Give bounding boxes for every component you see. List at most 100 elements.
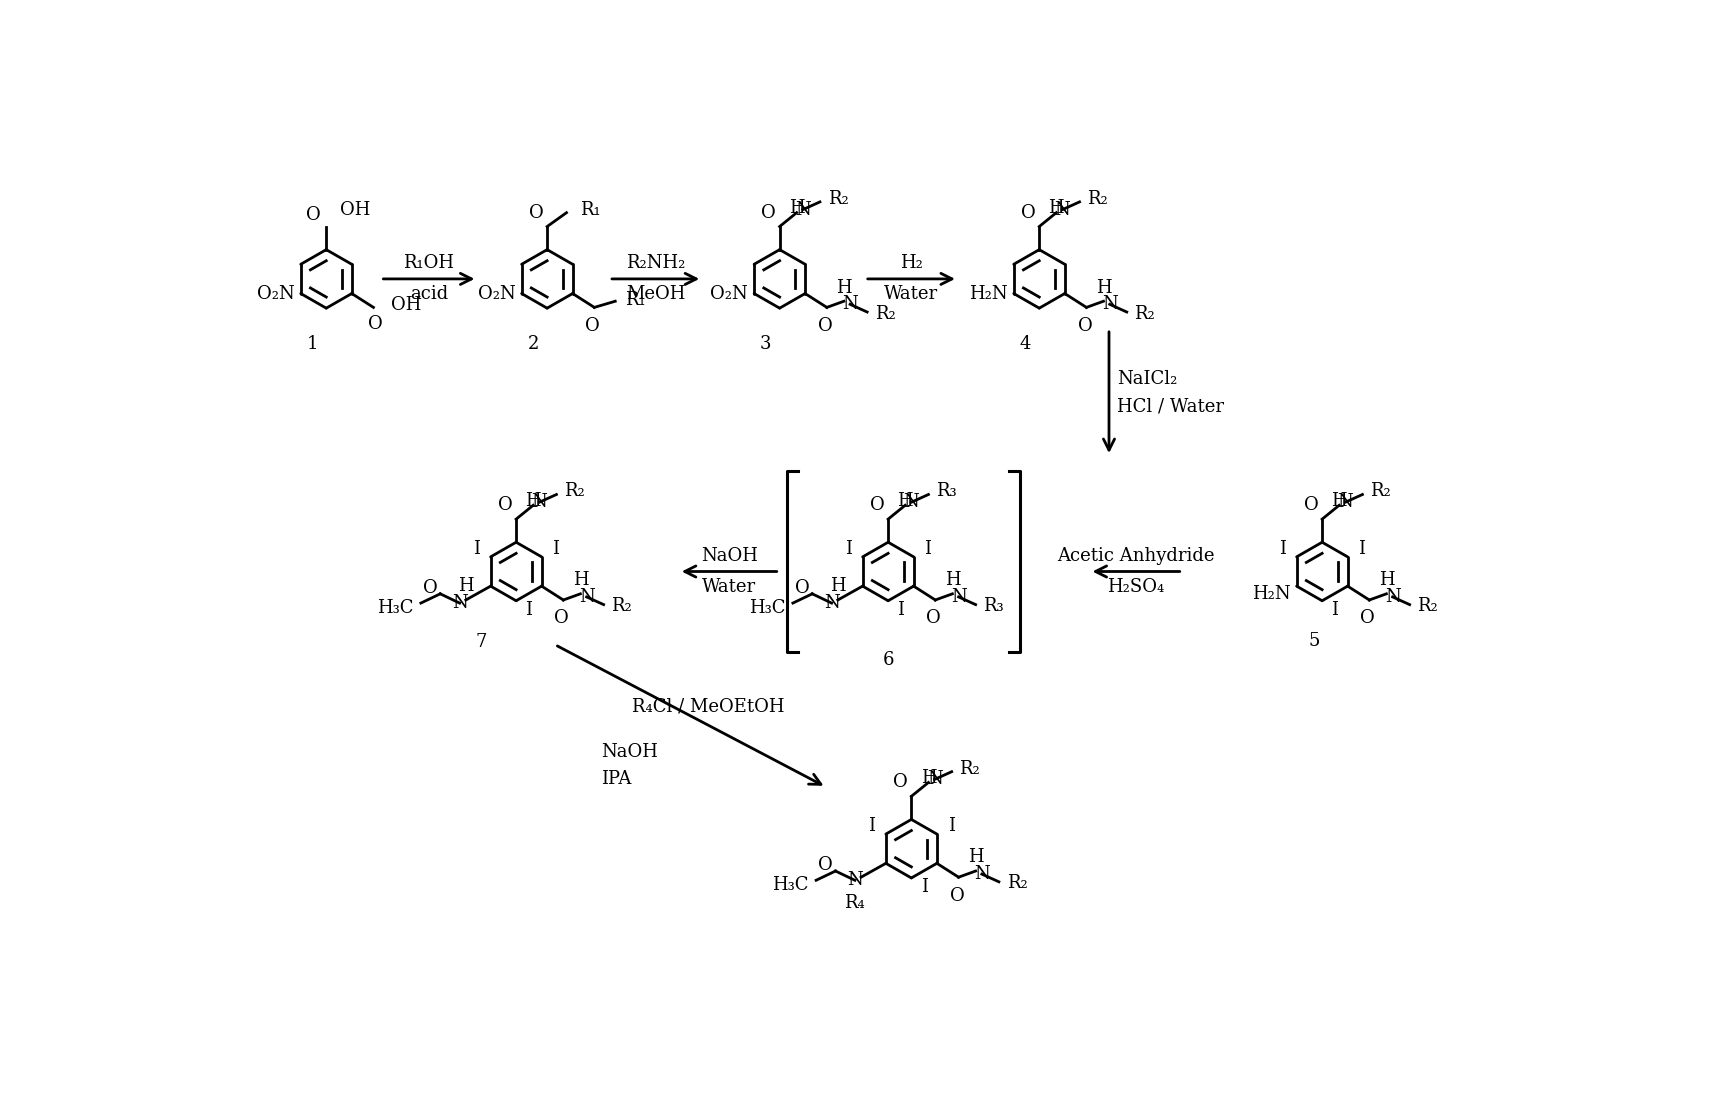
Text: Water: Water — [885, 285, 938, 303]
Text: R₂: R₂ — [565, 483, 585, 501]
Text: I: I — [525, 601, 532, 619]
Text: OH: OH — [390, 296, 421, 314]
Text: I: I — [898, 601, 905, 619]
Text: H: H — [1049, 199, 1064, 218]
Text: O: O — [529, 203, 544, 222]
Text: N: N — [847, 871, 862, 890]
Text: R₄Cl / MeOEtOH: R₄Cl / MeOEtOH — [633, 697, 785, 715]
Text: O: O — [585, 317, 601, 335]
Text: I: I — [472, 540, 479, 558]
Text: N: N — [903, 493, 919, 512]
Text: R₂: R₂ — [1086, 190, 1109, 208]
Text: N: N — [1384, 588, 1401, 606]
Text: R₃: R₃ — [936, 483, 956, 501]
Text: H₃C: H₃C — [376, 599, 412, 617]
Text: H: H — [573, 571, 589, 589]
Text: O: O — [1360, 610, 1376, 628]
Text: R₂: R₂ — [874, 305, 895, 323]
Text: MeOH: MeOH — [626, 285, 686, 303]
Text: NaOH: NaOH — [702, 547, 758, 565]
Text: I: I — [924, 540, 931, 558]
Text: H₂N: H₂N — [968, 284, 1008, 303]
Text: Water: Water — [702, 578, 756, 596]
Text: H: H — [1331, 492, 1347, 509]
Text: 5: 5 — [1309, 632, 1321, 650]
Text: I: I — [1331, 601, 1338, 619]
Text: N: N — [1338, 493, 1353, 512]
Text: O₂N: O₂N — [477, 284, 515, 303]
Text: H: H — [1379, 571, 1394, 589]
Text: N: N — [578, 588, 594, 606]
Text: O: O — [950, 886, 965, 905]
Text: 4: 4 — [1020, 335, 1032, 354]
Text: H: H — [830, 578, 845, 596]
Text: H: H — [944, 571, 960, 589]
Text: H: H — [525, 492, 541, 509]
Text: O: O — [1078, 317, 1092, 335]
Text: I: I — [867, 818, 874, 835]
Text: R₂: R₂ — [960, 759, 980, 778]
Text: H₃C: H₃C — [772, 876, 808, 894]
Text: R₂: R₂ — [1134, 305, 1155, 323]
Text: O₂N: O₂N — [710, 284, 748, 303]
Text: 6: 6 — [883, 651, 893, 669]
Text: O: O — [818, 317, 833, 335]
Text: Acetic Anhydride: Acetic Anhydride — [1057, 547, 1215, 565]
Text: N: N — [452, 594, 467, 612]
Text: OH: OH — [340, 201, 371, 219]
Text: H: H — [921, 769, 936, 787]
Text: N: N — [842, 295, 857, 314]
Text: R₄: R₄ — [845, 894, 866, 912]
Text: O: O — [893, 774, 909, 791]
Text: R₂: R₂ — [611, 597, 631, 615]
Text: H: H — [459, 578, 474, 596]
Text: R₃: R₃ — [984, 597, 1004, 615]
Text: 3: 3 — [760, 335, 772, 354]
Text: N: N — [823, 594, 840, 612]
Text: R₂NH₂: R₂NH₂ — [626, 254, 686, 273]
Text: O: O — [306, 206, 322, 224]
Text: I: I — [553, 540, 559, 558]
Text: H₂N: H₂N — [1252, 585, 1290, 603]
Text: H: H — [968, 849, 984, 866]
Text: R₂: R₂ — [1006, 874, 1027, 893]
Text: O: O — [423, 579, 438, 597]
Text: H₂: H₂ — [900, 254, 922, 273]
Text: H: H — [1095, 278, 1112, 296]
Text: O₂N: O₂N — [257, 284, 294, 303]
Text: acid: acid — [411, 285, 448, 303]
Text: R₁: R₁ — [580, 201, 601, 219]
Text: NaOH: NaOH — [601, 744, 659, 761]
Text: N: N — [927, 770, 943, 788]
Text: HCl / Water: HCl / Water — [1117, 398, 1223, 415]
Text: O: O — [761, 203, 777, 222]
Text: H₂SO₄: H₂SO₄ — [1107, 578, 1165, 596]
Text: N: N — [532, 493, 548, 512]
Text: N: N — [796, 201, 811, 219]
Text: R₂: R₂ — [828, 190, 849, 208]
Text: 7: 7 — [476, 633, 488, 651]
Text: N: N — [951, 588, 967, 606]
Text: O: O — [554, 610, 570, 628]
Text: H: H — [789, 199, 804, 218]
Text: I: I — [1359, 540, 1365, 558]
Text: O: O — [818, 856, 833, 874]
Text: O: O — [1021, 203, 1035, 222]
Text: NaICl₂: NaICl₂ — [1117, 369, 1177, 388]
Text: I: I — [921, 878, 927, 896]
Text: H: H — [837, 278, 852, 296]
Text: R₂: R₂ — [1417, 597, 1439, 615]
Text: 1: 1 — [306, 335, 318, 354]
Text: N: N — [1054, 201, 1071, 219]
Text: I: I — [1278, 540, 1285, 558]
Text: I: I — [845, 540, 852, 558]
Text: O: O — [1304, 496, 1319, 514]
Text: O: O — [869, 496, 885, 514]
Text: R₁OH: R₁OH — [404, 254, 455, 273]
Text: 2: 2 — [527, 335, 539, 354]
Text: N: N — [1102, 295, 1117, 314]
Text: O: O — [498, 496, 513, 514]
Text: O: O — [368, 315, 382, 334]
Text: N: N — [974, 865, 989, 883]
Text: H₃C: H₃C — [749, 599, 785, 617]
